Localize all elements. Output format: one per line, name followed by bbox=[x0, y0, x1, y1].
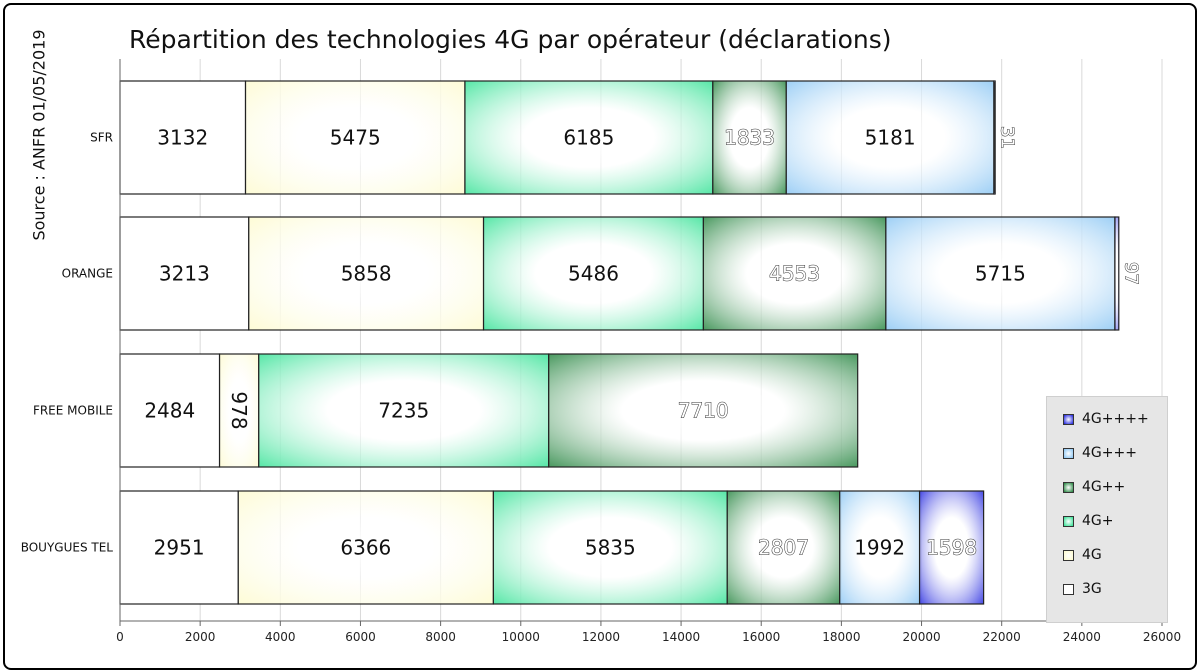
legend-item: 3G bbox=[1063, 579, 1102, 599]
category-label: FREE MOBILE bbox=[33, 404, 113, 418]
data-label: 5486 bbox=[568, 262, 619, 286]
bar-orange-4gpppp bbox=[1114, 216, 1120, 331]
x-tick-label: 0 bbox=[116, 630, 124, 644]
x-tick-label: 18000 bbox=[822, 630, 860, 644]
data-label: 3213 bbox=[159, 262, 210, 286]
legend-label: 4G bbox=[1082, 547, 1102, 563]
bar-free-mobile-4gpp bbox=[548, 353, 859, 468]
data-label: 5858 bbox=[341, 262, 392, 286]
legend-item: 4G bbox=[1063, 545, 1102, 565]
data-label: 5475 bbox=[330, 126, 381, 150]
legend-swatch bbox=[1063, 515, 1074, 527]
x-tick-label: 24000 bbox=[1063, 630, 1101, 644]
bar-sfr-3g bbox=[119, 80, 247, 195]
data-label: 2951 bbox=[154, 536, 205, 560]
bar-bouygues-tel-3g bbox=[119, 490, 239, 605]
bar-orange-4gp bbox=[482, 216, 704, 331]
x-tick-label: 2000 bbox=[185, 630, 216, 644]
legend-swatch bbox=[1063, 481, 1074, 493]
category-label: BOUYGUES TEL bbox=[21, 541, 114, 555]
legend-swatch bbox=[1063, 447, 1074, 459]
data-label: 7710 bbox=[678, 399, 729, 423]
legend-item: 4G++ bbox=[1063, 477, 1125, 497]
data-label: 2807 bbox=[758, 536, 809, 560]
category-label: ORANGE bbox=[62, 267, 113, 281]
x-tick-label: 4000 bbox=[265, 630, 296, 644]
data-label: 1833 bbox=[724, 126, 775, 150]
data-label: 2484 bbox=[144, 399, 195, 423]
bar-orange-4g bbox=[248, 216, 485, 331]
data-label: 978 bbox=[227, 391, 251, 429]
bar-bouygues-tel-4gppp bbox=[839, 490, 921, 605]
data-label: 3132 bbox=[157, 126, 208, 150]
legend-swatch bbox=[1063, 549, 1074, 561]
x-tick-label: 6000 bbox=[345, 630, 376, 644]
data-label: 31 bbox=[997, 126, 1018, 149]
data-label: 7235 bbox=[378, 399, 429, 423]
bar-sfr-4g bbox=[244, 80, 466, 195]
data-label: 6185 bbox=[563, 126, 614, 150]
bar-bouygues-tel-4g bbox=[237, 490, 494, 605]
legend: 4G++++ 4G+++ 4G++ 4G+ 4G 3G bbox=[1046, 396, 1168, 623]
legend-swatch bbox=[1063, 413, 1074, 425]
bar-sfr-4gpppp bbox=[993, 80, 996, 195]
legend-label: 4G+++ bbox=[1082, 445, 1137, 461]
x-tick-label: 12000 bbox=[582, 630, 620, 644]
bar-bouygues-tel-4gp bbox=[492, 490, 728, 605]
legend-item: 4G+ bbox=[1063, 511, 1114, 531]
axis-layer: 0 2000 4000 6000 8000 10000 12000 14000 16000 180… bbox=[21, 59, 1181, 644]
legend-label: 3G bbox=[1082, 581, 1102, 597]
bar-bouygues-tel-4gpp bbox=[726, 490, 841, 605]
legend-label: 4G++++ bbox=[1082, 411, 1149, 427]
category-label: SFR bbox=[90, 131, 113, 145]
x-tick-label: 14000 bbox=[662, 630, 700, 644]
legend-item: 4G++++ bbox=[1063, 409, 1149, 429]
data-label: 5715 bbox=[975, 262, 1026, 286]
chart-frame: Répartition des technologies 4G par opér… bbox=[3, 3, 1197, 670]
legend-label: 4G++ bbox=[1082, 479, 1126, 495]
data-label: 1992 bbox=[854, 536, 905, 560]
bar-sfr-4gp bbox=[464, 80, 714, 195]
chart-title: Répartition des technologies 4G par opér… bbox=[129, 25, 892, 54]
data-label: 5835 bbox=[585, 536, 636, 560]
bar-orange-3g bbox=[119, 216, 250, 331]
bars-layer: 3132 5475 6185 1833 5181 31 3213 5858 5486 4553 57… bbox=[119, 80, 1142, 605]
bar-free-mobile-3g bbox=[119, 353, 221, 468]
x-tick-label: 8000 bbox=[425, 630, 456, 644]
x-tick-label: 22000 bbox=[983, 630, 1021, 644]
data-label: 4553 bbox=[769, 262, 820, 286]
bar-free-mobile-4gp bbox=[258, 353, 550, 468]
data-label: 1598 bbox=[926, 536, 977, 560]
data-label: 6366 bbox=[340, 536, 391, 560]
data-label: 97 bbox=[1120, 262, 1141, 285]
bar-orange-4gpp bbox=[702, 216, 887, 331]
x-tick-label: 16000 bbox=[742, 630, 780, 644]
x-tick-label: 20000 bbox=[902, 630, 940, 644]
x-tick-label: 10000 bbox=[502, 630, 540, 644]
data-label: 5181 bbox=[865, 126, 916, 150]
bar-bouygues-tel-4gpppp bbox=[918, 490, 985, 605]
legend-swatch bbox=[1063, 583, 1074, 595]
stacked-bar-chart: 3132 5475 6185 1833 5181 31 3213 5858 5486 4553 57… bbox=[21, 59, 1181, 644]
bar-orange-4gppp bbox=[885, 216, 1116, 331]
legend-item: 4G+++ bbox=[1063, 443, 1137, 463]
x-tick-label: 26000 bbox=[1143, 630, 1181, 644]
legend-label: 4G+ bbox=[1082, 513, 1114, 529]
